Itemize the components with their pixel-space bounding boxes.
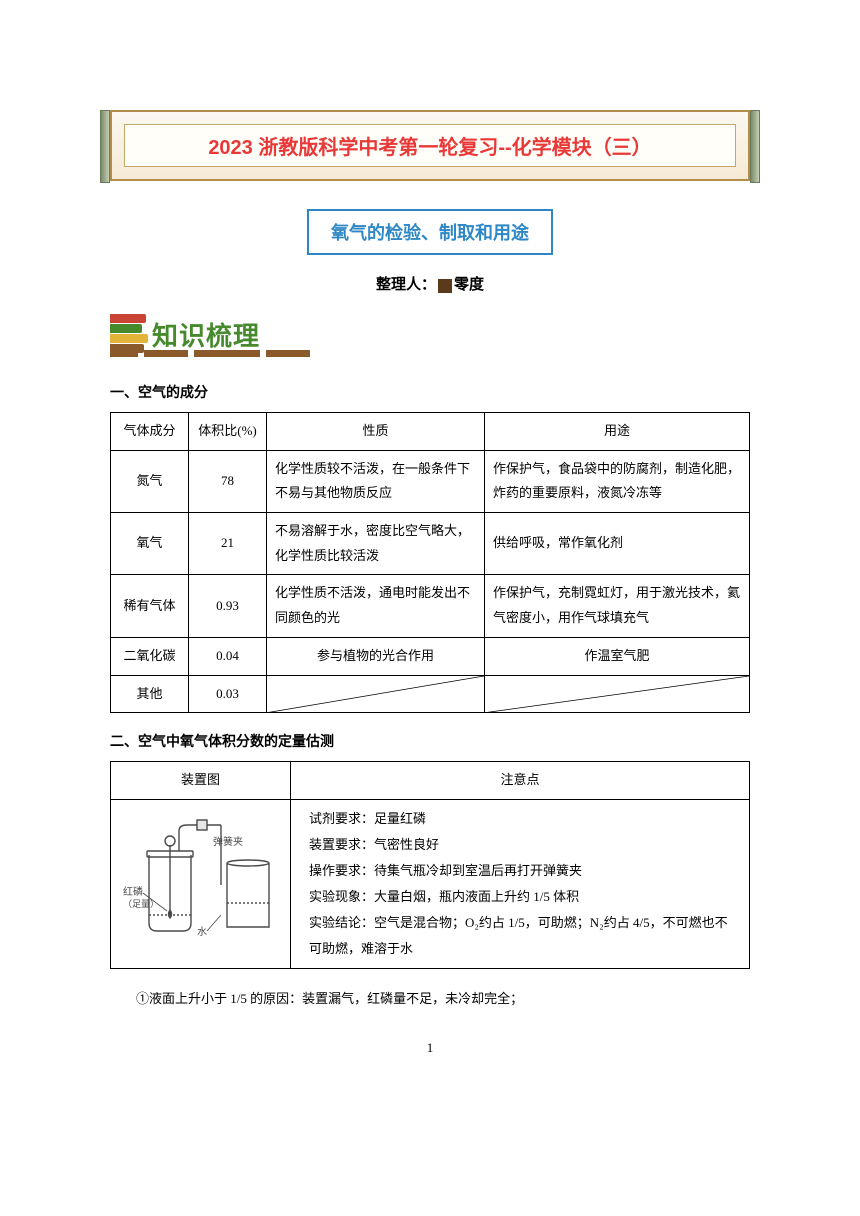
- note-line: 实验结论：空气是混合物；O₂约占 1/5，可助燃；N₂约占 4/5，不可燃也不可…: [309, 910, 739, 962]
- section-label: 知识梳理: [110, 314, 750, 364]
- cell: 0.93: [189, 575, 267, 637]
- heading-1: 一、空气的成分: [110, 382, 750, 402]
- cell: 氮气: [111, 450, 189, 512]
- cell: 0.03: [189, 675, 267, 713]
- page-number: 1: [110, 1040, 750, 1056]
- cell: 作保护气，充制霓虹灯，用于激光技术，氦气密度小，用作气球填充气: [485, 575, 750, 637]
- subtitle: 氧气的检验、制取和用途: [307, 209, 553, 255]
- clip-label: 弹簧夹: [213, 835, 243, 848]
- cell: 作保护气，食品袋中的防腐剂，制造化肥，炸药的重要原料，液氮冷冻等: [485, 450, 750, 512]
- heading-2: 二、空气中氧气体积分数的定量估测: [110, 731, 750, 751]
- note-line: 试剂要求：足量红磷: [309, 806, 739, 832]
- th-notes: 注意点: [291, 762, 750, 800]
- section-label-text: 知识梳理: [152, 316, 260, 353]
- table-header-row: 装置图 注意点: [111, 762, 750, 800]
- table-row: 稀有气体 0.93 化学性质不活泼，通电时能发出不同颜色的光 作保护气，充制霓虹…: [111, 575, 750, 637]
- th-apparatus: 装置图: [111, 762, 291, 800]
- note-line: 实验现象：大量白烟，瓶内液面上升约 1/5 体积: [309, 884, 739, 910]
- avatar-icon: [438, 279, 452, 293]
- underline-icon: [110, 350, 316, 357]
- cell: 其他: [111, 675, 189, 713]
- notes-cell: 试剂要求：足量红磷 装置要求：气密性良好 操作要求：待集气瓶冷却到室温后再打开弹…: [291, 799, 750, 968]
- cell: 参与植物的光合作用: [267, 637, 485, 675]
- th-use: 用途: [485, 413, 750, 451]
- compiler-line: 整理人： 零度: [110, 273, 750, 294]
- th-ratio: 体积比(%): [189, 413, 267, 451]
- water-label: 水: [197, 926, 207, 938]
- empty-cell-diagonal: [485, 675, 750, 713]
- note-line: 装置要求：气密性良好: [309, 832, 739, 858]
- note-line: 操作要求：待集气瓶冷却到室温后再打开弹簧夹: [309, 858, 739, 884]
- cell: 化学性质不活泼，通电时能发出不同颜色的光: [267, 575, 485, 637]
- title-banner: 2023 浙教版科学中考第一轮复习--化学模块（三）: [110, 110, 750, 181]
- apparatus-table: 装置图 注意点 弹: [110, 761, 750, 969]
- cell: 供给呼吸，常作氧化剂: [485, 513, 750, 575]
- cell: 氧气: [111, 513, 189, 575]
- th-property: 性质: [267, 413, 485, 451]
- page-title: 2023 浙教版科学中考第一轮复习--化学模块（三）: [124, 124, 736, 167]
- cell: 0.04: [189, 637, 267, 675]
- books-icon: [110, 314, 150, 354]
- cell: 78: [189, 450, 267, 512]
- apparatus-diagram-icon: 弹簧夹 红磷 （足量） 水: [121, 815, 281, 945]
- table-row: 二氧化碳 0.04 参与植物的光合作用 作温室气肥: [111, 637, 750, 675]
- cell: 化学性质较不活泼，在一般条件下不易与其他物质反应: [267, 450, 485, 512]
- table-row: 氮气 78 化学性质较不活泼，在一般条件下不易与其他物质反应 作保护气，食品袋中…: [111, 450, 750, 512]
- phos-label: 红磷: [123, 885, 143, 898]
- table-row: 弹簧夹 红磷 （足量） 水 试剂要求：足量红磷 装置要求：气密性良好 操作要求：…: [111, 799, 750, 968]
- compiler-name: 零度: [454, 277, 484, 293]
- compiler-prefix: 整理人：: [376, 277, 436, 293]
- cell: 稀有气体: [111, 575, 189, 637]
- table-row: 其他 0.03: [111, 675, 750, 713]
- footnote: ①液面上升小于 1/5 的原因：装置漏气，红磷量不足，未冷却完全；: [110, 987, 750, 1010]
- empty-cell-diagonal: [267, 675, 485, 713]
- air-composition-table: 气体成分 体积比(%) 性质 用途 氮气 78 化学性质较不活泼，在一般条件下不…: [110, 412, 750, 713]
- table-header-row: 气体成分 体积比(%) 性质 用途: [111, 413, 750, 451]
- cell: 21: [189, 513, 267, 575]
- cell: 二氧化碳: [111, 637, 189, 675]
- cell: 不易溶解于水，密度比空气略大，化学性质比较活泼: [267, 513, 485, 575]
- apparatus-diagram-cell: 弹簧夹 红磷 （足量） 水: [111, 799, 291, 968]
- th-component: 气体成分: [111, 413, 189, 451]
- cell: 作温室气肥: [485, 637, 750, 675]
- table-row: 氧气 21 不易溶解于水，密度比空气略大，化学性质比较活泼 供给呼吸，常作氧化剂: [111, 513, 750, 575]
